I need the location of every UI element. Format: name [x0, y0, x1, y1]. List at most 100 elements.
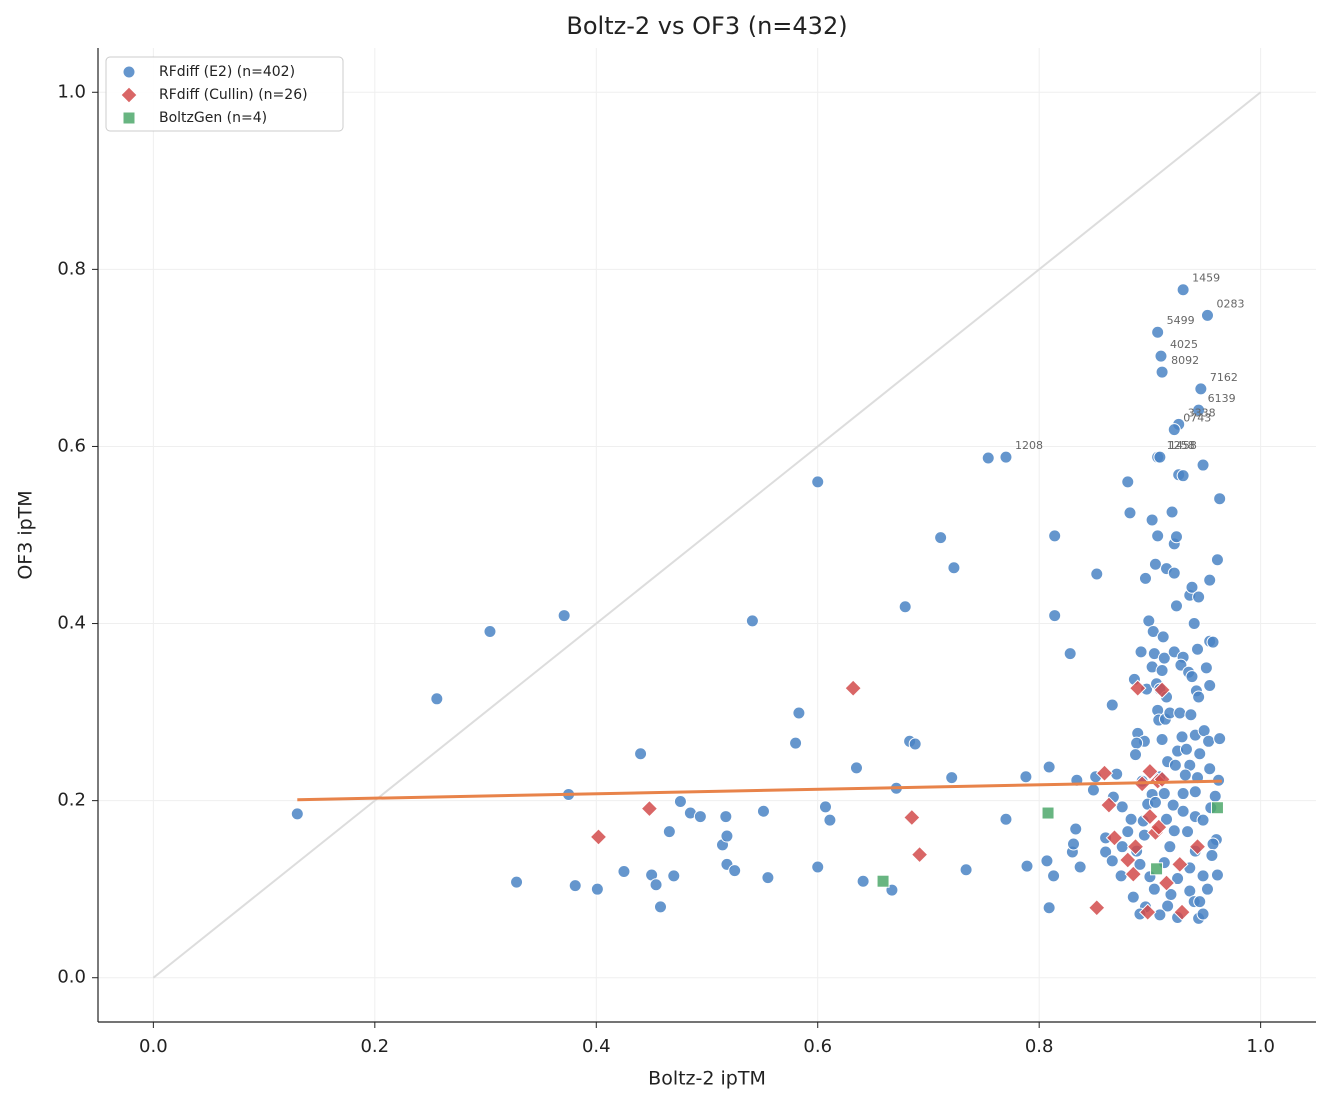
point: [649, 878, 663, 892]
point: [792, 706, 806, 720]
point: [1123, 506, 1137, 520]
y-axis-label: OF3 ipTM: [15, 490, 37, 579]
point: [1129, 748, 1143, 762]
point: [1167, 566, 1181, 580]
point: [1176, 787, 1190, 801]
point: [1173, 903, 1191, 921]
point: [1206, 635, 1220, 649]
point: [1126, 890, 1140, 904]
point: [1124, 865, 1143, 883]
point: [1105, 854, 1119, 868]
point: [1130, 736, 1144, 750]
point: [1041, 806, 1055, 820]
point: [1141, 762, 1159, 781]
point: [557, 609, 571, 623]
point: [959, 863, 973, 877]
point: [1208, 789, 1222, 803]
point: [1134, 645, 1148, 659]
point: [1167, 824, 1181, 838]
point: [1191, 642, 1205, 656]
legend-marker: [122, 111, 136, 125]
point: [720, 829, 734, 843]
point: [756, 804, 770, 818]
point: [903, 808, 921, 827]
point: [1048, 529, 1062, 543]
point: [818, 800, 832, 814]
point: [1210, 801, 1224, 815]
point: [1213, 492, 1227, 506]
point: [1187, 617, 1201, 631]
point: [1153, 450, 1167, 464]
point: [1141, 807, 1159, 826]
point: [1138, 571, 1152, 585]
point: [653, 900, 667, 914]
point: [1178, 768, 1192, 782]
point: [1161, 899, 1175, 913]
point: [1119, 851, 1137, 869]
point: [673, 795, 687, 809]
point: [1157, 651, 1171, 665]
x-tick-label: 0.4: [582, 1036, 611, 1057]
point: [1154, 349, 1168, 363]
point: [1160, 812, 1174, 826]
point: [1100, 796, 1118, 814]
point: [1213, 732, 1227, 746]
point: [1121, 475, 1135, 489]
point: [640, 799, 659, 818]
point: [1192, 690, 1206, 704]
point: [1196, 869, 1210, 883]
point: [483, 625, 497, 639]
point: [908, 737, 922, 751]
point-annotation: 1258: [1167, 439, 1195, 452]
point: [844, 679, 862, 697]
point: [823, 813, 837, 827]
point: [1168, 758, 1182, 772]
point: [789, 736, 803, 750]
y-tick-label: 0.8: [57, 258, 86, 279]
point: [290, 807, 304, 821]
point: [945, 771, 959, 785]
point: [898, 600, 912, 614]
x-tick-label: 0.0: [139, 1036, 168, 1057]
point: [1153, 681, 1171, 699]
point: [1203, 762, 1217, 776]
point-annotation: 6139: [1208, 392, 1236, 405]
point: [1145, 513, 1159, 527]
point: [662, 825, 676, 839]
point: [1040, 854, 1054, 868]
point-annotation: 1208: [1015, 439, 1043, 452]
y-tick-label: 0.0: [57, 967, 86, 988]
point: [1188, 837, 1207, 856]
point: [1148, 557, 1162, 571]
point: [667, 869, 681, 883]
point: [1133, 857, 1147, 871]
point: [1157, 874, 1176, 892]
point: [1151, 325, 1165, 339]
point: [1200, 882, 1214, 896]
point: [1090, 567, 1104, 581]
point: [1020, 859, 1034, 873]
x-tick-label: 0.6: [803, 1036, 832, 1057]
point: [1048, 609, 1062, 623]
point: [1105, 829, 1124, 847]
point: [876, 874, 890, 888]
point: [1196, 458, 1210, 472]
point: [634, 747, 648, 761]
point: [590, 882, 604, 896]
point-annotation: 0283: [1216, 297, 1244, 310]
point-annotation: 0743: [1183, 412, 1211, 425]
chart-title: Boltz-2 vs OF3 (n=432): [566, 12, 847, 40]
point-annotation: 3338: [1188, 406, 1216, 419]
point: [719, 810, 733, 824]
x-tick-label: 0.2: [360, 1036, 389, 1057]
point-annotation: 4025: [1170, 338, 1198, 351]
point-annotation: 8092: [1171, 354, 1199, 367]
point: [1105, 698, 1119, 712]
point: [934, 531, 948, 545]
reference-line: [152, 91, 1262, 979]
point-annotation: 1458: [1169, 439, 1197, 452]
point: [1150, 862, 1164, 876]
point: [430, 692, 444, 706]
point: [1175, 730, 1189, 744]
